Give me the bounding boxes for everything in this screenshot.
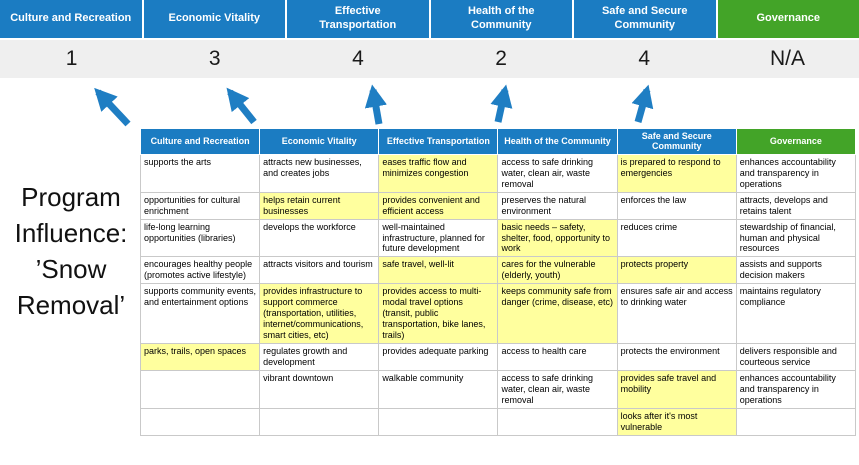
matrix-cell: ensures safe air and access to drinking … — [616, 283, 737, 345]
matrix-cell: attracts, develops and retains talent — [735, 191, 857, 220]
matrix-cell: walkable community — [378, 370, 499, 410]
matrix-row-4: encourages healthy people (promotes acti… — [139, 256, 857, 285]
up-arrows-group — [94, 84, 654, 127]
matrix-cell: opportunities for cultural enrichment — [139, 191, 261, 220]
pillar-score-band: 1 3 4 2 4 N/A — [0, 40, 859, 78]
matrix-cell-highlighted: provides safe travel and mobility — [616, 370, 737, 410]
pillar-header-economic-vitality: Economic Vitality — [143, 0, 285, 38]
pillar-header-health-of-the-community: Health of the Community — [430, 0, 572, 38]
matrix-header-culture-and-recreation: Culture and Recreation — [139, 128, 261, 155]
pillar-header-band: Culture and Recreation Economic Vitality… — [0, 0, 859, 38]
matrix-cell: enhances accountability and transparency… — [735, 153, 857, 193]
matrix-cell: access to safe drinking water, clean air… — [497, 370, 618, 410]
matrix-cell: develops the workforce — [259, 218, 380, 258]
pillar-score-culture-and-recreation: 1 — [65, 47, 78, 70]
pillar-label: Economic Vitality — [168, 12, 261, 25]
matrix-header-row: Culture and Recreation Economic Vitality E… — [139, 128, 857, 155]
page-title: Program Influence: ’Snow Removal’ — [14, 182, 128, 320]
pillar-score-effective-transportation: 4 — [352, 47, 364, 70]
matrix-cell: access to safe drinking water, clean air… — [497, 153, 618, 193]
pillar-header-safe-and-secure-community: Safe and Secure Community — [574, 0, 716, 38]
matrix-header-governance: Governance — [735, 128, 857, 155]
matrix-cell-highlighted: helps retain current businesses — [259, 191, 380, 220]
matrix-cell: reduces crime — [616, 218, 737, 258]
pillar-score-economic-vitality: 3 — [208, 47, 221, 70]
matrix-cell-highlighted: is prepared to respond to emergencies — [616, 153, 737, 193]
matrix-cell: vibrant downtown — [259, 370, 380, 410]
matrix-cell: enhances accountability and transparency… — [735, 370, 857, 410]
matrix-cell-highlighted: provides access to multi-modal travel op… — [378, 283, 499, 345]
up-arrow-icon — [490, 84, 513, 123]
matrix-cell — [735, 408, 857, 436]
pillar-score-health-of-the-community: 2 — [495, 47, 507, 70]
matrix-cell-highlighted: cares for the vulnerable (elderly, youth… — [497, 256, 618, 285]
matrix-cell-highlighted: eases traffic flow and minimizes congest… — [378, 153, 499, 193]
matrix-row-6: parks, trails, open spaces regulates grow… — [139, 343, 857, 372]
matrix-cell: life-long learning opportunities (librar… — [139, 218, 261, 258]
pillar-header-governance: Governance — [717, 0, 859, 38]
matrix-cell: maintains regulatory compliance — [735, 283, 857, 345]
matrix-row-7: vibrant downtown walkable community access… — [139, 370, 857, 410]
pillar-label: Governance — [756, 12, 821, 25]
matrix-head: Culture and Recreation Economic Vitality E… — [139, 128, 857, 155]
matrix-body: supports the arts attracts new businesses… — [139, 153, 857, 436]
matrix-row-2: opportunities for cultural enrichment hel… — [139, 191, 857, 220]
matrix-header-economic-vitality: Economic Vitality — [259, 128, 380, 155]
matrix-cell-highlighted: protects property — [616, 256, 737, 285]
pillar-score-governance: N/A — [769, 47, 805, 70]
matrix-cell — [497, 408, 618, 436]
matrix-cell: well-maintained infrastructure, planned … — [378, 218, 499, 258]
matrix-cell-highlighted: provides convenient and efficient access — [378, 191, 499, 220]
matrix-cell — [139, 408, 261, 436]
up-arrow-icon — [364, 84, 387, 125]
matrix-cell — [259, 408, 380, 436]
matrix-row-1: supports the arts attracts new businesses… — [139, 153, 857, 193]
matrix-cell: stewardship of financial, human and phys… — [735, 218, 857, 258]
up-arrow-icon — [226, 87, 257, 125]
matrix-cell: delivers responsible and courteous servi… — [735, 343, 857, 372]
matrix-cell: assists and supports decision makers — [735, 256, 857, 285]
matrix-header-effective-transportation: Effective Transportation — [378, 128, 499, 155]
matrix-cell: supports community events, and entertain… — [139, 283, 261, 345]
matrix-cell-highlighted: safe travel, well-lit — [378, 256, 499, 285]
matrix-cell: protects the environment — [616, 343, 737, 372]
matrix-row-3: life-long learning opportunities (librar… — [139, 218, 857, 258]
matrix-cell-highlighted: basic needs – safety, shelter, food, opp… — [497, 218, 618, 258]
matrix-header-health-of-the-community: Health of the Community — [497, 128, 618, 155]
pillar-label: Effective Transportation — [319, 5, 397, 31]
matrix-cell-highlighted: looks after it's most vulnerable — [616, 408, 737, 436]
matrix-cell: provides adequate parking — [378, 343, 499, 372]
up-arrow-icon — [631, 84, 654, 123]
matrix-cell: regulates growth and development — [259, 343, 380, 372]
matrix-cell-highlighted: provides infrastructure to support comme… — [259, 283, 380, 345]
pillar-label: Health of the Community — [467, 5, 535, 31]
pillar-header-effective-transportation: Effective Transportation — [287, 0, 429, 38]
matrix-cell — [378, 408, 499, 436]
matrix-header-safe-and-secure-community: Safe and Secure Community — [616, 128, 737, 155]
influence-matrix: Culture and Recreation Economic Vitality E… — [139, 128, 857, 436]
pillar-label: Culture and Recreation — [10, 12, 132, 25]
matrix-cell: encourages healthy people (promotes acti… — [139, 256, 261, 285]
matrix-row-5: supports community events, and entertain… — [139, 283, 857, 345]
matrix-cell-highlighted: keeps community safe from danger (crime,… — [497, 283, 618, 345]
matrix-cell: attracts visitors and tourism — [259, 256, 380, 285]
pillar-score-safe-and-secure-community: 4 — [638, 47, 651, 70]
pillar-label: Safe and Secure Community — [601, 5, 688, 31]
pillar-header-culture-and-recreation: Culture and Recreation — [0, 0, 142, 38]
matrix-cell: supports the arts — [139, 153, 261, 193]
matrix-row-8: looks after it's most vulnerable — [139, 408, 857, 436]
matrix-cell-highlighted: parks, trails, open spaces — [139, 343, 261, 372]
matrix-cell: preserves the natural environment — [497, 191, 618, 220]
matrix-cell: access to health care — [497, 343, 618, 372]
matrix-cell — [139, 370, 261, 410]
matrix-cell: enforces the law — [616, 191, 737, 220]
matrix-cell: attracts new businesses, and creates job… — [259, 153, 380, 193]
up-arrow-icon — [94, 87, 131, 127]
